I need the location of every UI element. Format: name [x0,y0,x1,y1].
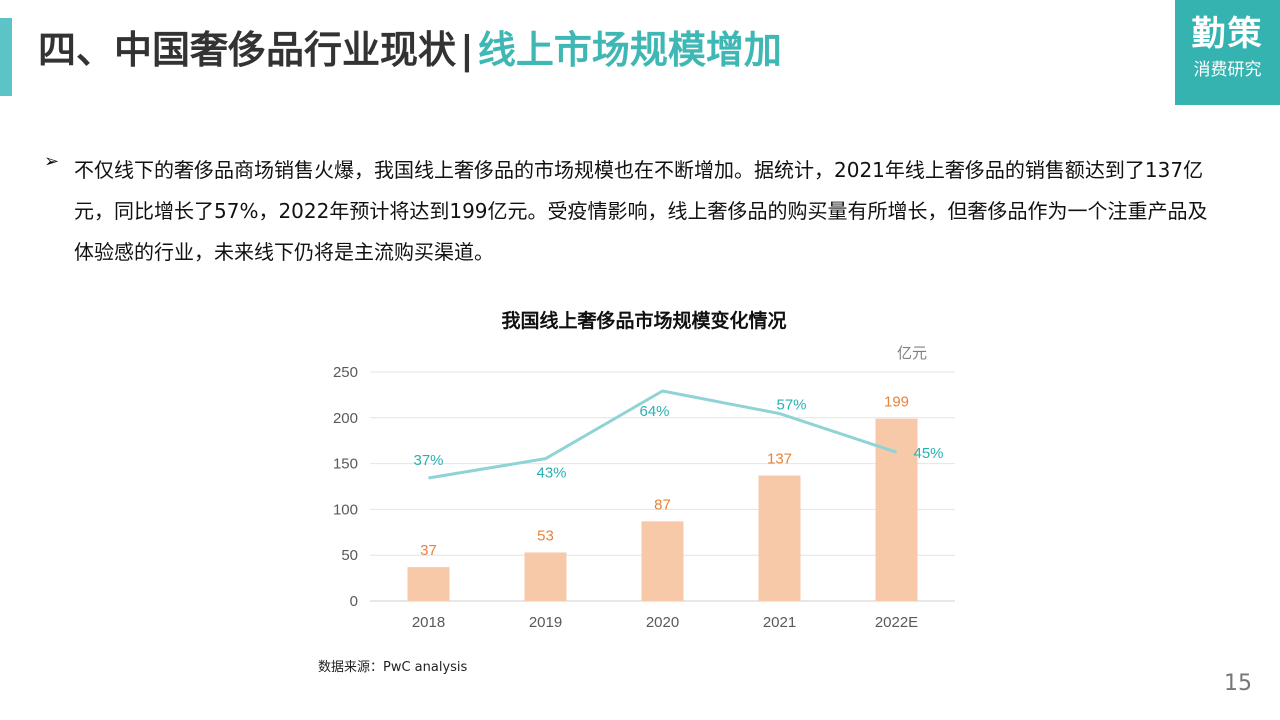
page-title: 四、中国奢侈品行业现状 | 线上市场规模增加 [38,22,782,78]
brand-tagline: 消费研究 [1193,60,1262,80]
bar-value-label: 199 [884,394,909,411]
x-tick-label: 2019 [529,614,562,631]
brand-logo: 勤策 消费研究 [1175,0,1280,105]
data-source: 数据来源：PwC analysis [318,660,468,675]
brand-name: 勤策 [1191,14,1264,54]
x-tick-label: 2020 [646,614,679,631]
x-tick-label: 2018 [412,614,445,631]
y-tick-label: 50 [341,547,358,564]
title-sub: 线上市场规模增加 [477,28,782,72]
bar-value-label: 37 [420,542,437,559]
y-tick-label: 200 [333,410,358,427]
y-tick-label: 250 [333,364,358,381]
y-tick-label: 0 [350,593,358,610]
page-number: 15 [1224,671,1252,696]
accent-bar [0,18,12,96]
y-tick-label: 150 [333,456,358,473]
title-main: 四、中国奢侈品行业现状 [38,28,457,72]
growth-rate-label: 64% [639,403,669,420]
bar-value-label: 137 [767,451,792,468]
bar [407,567,450,601]
x-tick-label: 2021 [763,614,796,631]
bar [524,552,567,601]
x-tick-label: 2022E [875,614,918,631]
bullet-paragraph: ➢ 不仅线下的奢侈品商场销售火爆，我国线上奢侈品的市场规模也在不断增加。据统计，… [44,150,1224,273]
chart-title: 我国线上奢侈品市场规模变化情况 [501,310,787,332]
bar-value-label: 87 [654,496,671,513]
bar-value-label: 53 [537,527,554,544]
growth-rate-label: 45% [913,445,943,462]
growth-line [428,389,897,480]
growth-rate-label: 57% [776,397,806,414]
bar [641,521,684,601]
growth-rate-label: 37% [413,452,443,469]
growth-rate-label: 43% [536,465,566,482]
y-tick-label: 100 [333,501,358,518]
unit-label: 亿元 [897,345,927,362]
bullet-arrow-icon: ➢ [44,151,60,172]
bullet-text: 不仅线下的奢侈品商场销售火爆，我国线上奢侈品的市场规模也在不断增加。据统计，20… [74,158,1208,264]
bar [758,475,801,601]
title-separator: | [460,28,474,72]
